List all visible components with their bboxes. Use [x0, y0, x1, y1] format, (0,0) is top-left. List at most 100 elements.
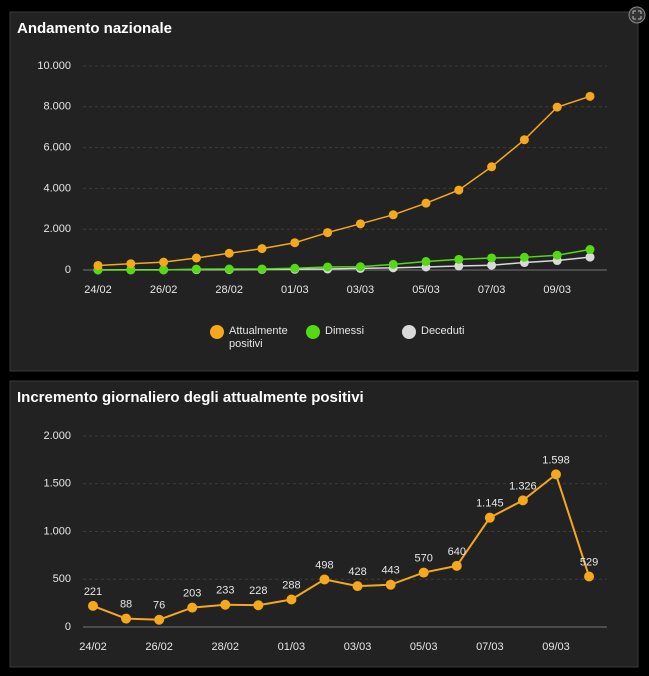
data-point	[454, 185, 464, 195]
data-point	[319, 574, 330, 585]
data-point	[421, 198, 431, 208]
data-point	[454, 254, 464, 264]
x-tick-label: 05/03	[410, 641, 438, 653]
data-label: 443	[381, 565, 399, 577]
x-tick-label: 03/03	[347, 284, 375, 296]
data-label: 1.145	[476, 498, 504, 510]
data-point	[323, 228, 333, 238]
data-point	[385, 579, 396, 590]
legend-label-box: Dimessi	[325, 325, 365, 337]
data-point	[290, 263, 300, 273]
y-tick-label: 1.500	[43, 478, 71, 490]
data-point	[355, 219, 365, 229]
y-tick-label: 8.000	[43, 101, 71, 113]
data-point	[487, 260, 497, 270]
data-point	[484, 512, 495, 523]
data-point	[121, 613, 132, 624]
panel	[9, 11, 639, 372]
data-point	[552, 102, 562, 112]
data-label: 288	[282, 579, 300, 591]
data-label: 640	[448, 546, 466, 558]
data-point	[191, 264, 201, 274]
data-point	[126, 259, 136, 269]
chart-title: Incremento giornaliero degli attualmente…	[17, 389, 364, 406]
x-tick-label: 24/02	[79, 641, 107, 653]
data-point	[550, 469, 561, 480]
data-point	[418, 567, 429, 578]
data-label: 203	[183, 588, 201, 600]
data-point	[487, 253, 497, 263]
data-point	[585, 91, 595, 101]
x-tick-label: 26/02	[145, 641, 173, 653]
data-point	[224, 248, 234, 258]
data-point	[421, 257, 431, 267]
y-tick-label: 0	[65, 264, 71, 276]
data-point	[154, 614, 165, 625]
data-label: 1.598	[542, 454, 570, 466]
x-tick-label: 09/03	[542, 641, 570, 653]
x-tick-label: 03/03	[344, 641, 372, 653]
legend-marker	[402, 325, 416, 339]
legend-marker	[306, 325, 320, 339]
data-point	[159, 257, 169, 267]
data-point	[253, 600, 264, 611]
data-point	[93, 260, 103, 270]
data-point	[257, 244, 267, 254]
legend-marker	[210, 325, 224, 339]
y-tick-label: 2.000	[43, 223, 71, 235]
x-tick-label: 09/03	[543, 284, 571, 296]
data-label: 228	[249, 585, 267, 597]
data-point	[585, 245, 595, 255]
data-point	[159, 265, 169, 275]
y-tick-label: 10.000	[37, 60, 71, 72]
y-tick-label: 1.000	[43, 525, 71, 537]
data-point	[323, 262, 333, 272]
y-tick-label: 4.000	[43, 182, 71, 194]
x-tick-label: 07/03	[476, 641, 504, 653]
data-point	[286, 594, 297, 605]
data-point	[584, 571, 595, 582]
data-point	[487, 162, 497, 172]
legend-label: Dimessi	[325, 325, 365, 337]
data-point	[126, 265, 136, 275]
data-point	[517, 495, 528, 506]
data-point	[552, 250, 562, 260]
data-point	[519, 252, 529, 262]
x-tick-label: 05/03	[412, 284, 440, 296]
x-tick-label: 24/02	[84, 284, 112, 296]
data-label: 1.326	[509, 480, 537, 492]
data-point	[355, 262, 365, 272]
data-label: 221	[84, 586, 102, 598]
data-label: 88	[120, 599, 132, 611]
legend-label-box: Attualmente positivi	[229, 325, 288, 350]
data-label: 76	[153, 600, 165, 612]
data-point	[290, 238, 300, 248]
data-point	[451, 560, 462, 571]
y-tick-label: 500	[53, 573, 71, 585]
legend-label: Attualmente positivi	[229, 325, 288, 350]
data-label: 529	[580, 556, 598, 568]
panel	[9, 380, 639, 668]
data-point	[220, 599, 231, 610]
data-point	[88, 600, 98, 611]
x-tick-label: 01/03	[278, 641, 306, 653]
x-tick-label: 28/02	[215, 284, 243, 296]
data-point	[519, 135, 529, 145]
expand-icon[interactable]	[628, 6, 646, 24]
data-point	[388, 259, 398, 269]
data-label: 233	[216, 585, 234, 597]
data-point	[191, 253, 201, 263]
x-tick-label: 01/03	[281, 284, 309, 296]
data-point	[352, 581, 363, 592]
y-tick-label: 2.000	[43, 430, 71, 442]
data-label: 570	[415, 552, 433, 564]
data-point	[187, 602, 198, 613]
data-point	[224, 264, 234, 274]
y-tick-label: 0	[65, 621, 71, 633]
data-point	[388, 210, 398, 220]
data-point	[585, 252, 595, 262]
legend-label-box: Deceduti	[421, 325, 464, 337]
series-line	[98, 248, 591, 271]
